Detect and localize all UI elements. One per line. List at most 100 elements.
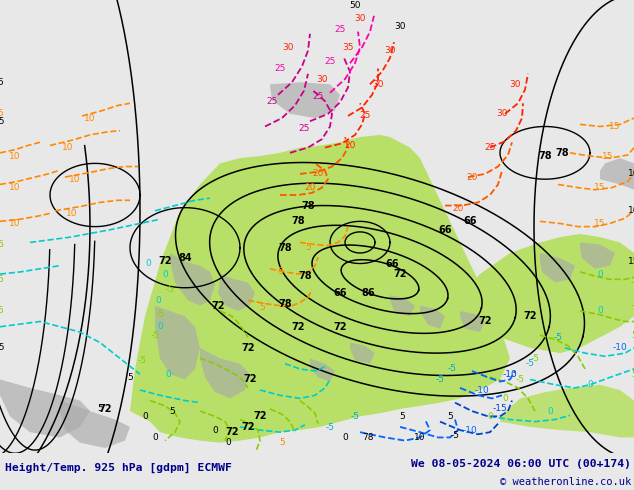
Polygon shape <box>60 400 130 448</box>
Text: 10: 10 <box>10 151 21 161</box>
Text: 25: 25 <box>334 25 346 34</box>
Polygon shape <box>218 274 255 311</box>
Text: 5: 5 <box>279 438 285 447</box>
Text: 0: 0 <box>162 270 168 278</box>
Text: 0: 0 <box>547 407 553 416</box>
Text: 78: 78 <box>278 243 292 253</box>
Text: 15: 15 <box>602 151 614 161</box>
Text: 5: 5 <box>277 268 283 276</box>
Polygon shape <box>310 358 335 382</box>
Polygon shape <box>600 158 634 190</box>
Text: 0: 0 <box>165 369 171 379</box>
Text: -5: -5 <box>351 412 359 421</box>
Text: -5: -5 <box>553 333 562 342</box>
Text: 20: 20 <box>304 183 316 192</box>
Polygon shape <box>420 306 445 329</box>
Text: 0: 0 <box>597 270 603 278</box>
Text: 66: 66 <box>463 217 477 226</box>
Text: 10: 10 <box>628 206 634 215</box>
Text: 30: 30 <box>496 109 508 119</box>
Text: 78: 78 <box>298 271 312 281</box>
Polygon shape <box>130 135 510 442</box>
Text: 5: 5 <box>259 303 265 312</box>
Text: 5: 5 <box>631 369 634 379</box>
Text: 10: 10 <box>66 210 78 219</box>
Text: -10: -10 <box>612 343 628 352</box>
Text: 10: 10 <box>62 143 74 152</box>
Text: 72: 72 <box>523 311 537 321</box>
Text: 5: 5 <box>0 306 3 316</box>
Text: 72: 72 <box>158 256 172 267</box>
Text: 78: 78 <box>555 148 569 158</box>
Text: 25: 25 <box>484 143 496 152</box>
Text: -10: -10 <box>463 425 477 435</box>
Text: 10: 10 <box>69 175 81 184</box>
Text: 15: 15 <box>628 257 634 266</box>
Polygon shape <box>350 343 375 364</box>
Text: 10: 10 <box>10 183 21 192</box>
Polygon shape <box>440 234 634 353</box>
Text: 72: 72 <box>98 404 112 414</box>
Text: 78: 78 <box>291 217 305 226</box>
Text: 25: 25 <box>266 97 278 106</box>
Text: 5: 5 <box>97 404 103 414</box>
Text: 78: 78 <box>278 298 292 309</box>
Text: 0: 0 <box>597 306 603 316</box>
Polygon shape <box>390 295 415 316</box>
Text: 25: 25 <box>275 64 286 73</box>
Polygon shape <box>170 253 215 306</box>
Text: 25: 25 <box>313 93 324 101</box>
Text: 5: 5 <box>0 275 3 284</box>
Polygon shape <box>0 379 90 438</box>
Text: -5: -5 <box>630 301 634 310</box>
Text: 78: 78 <box>362 433 374 442</box>
Text: -5: -5 <box>515 375 524 384</box>
Text: 0: 0 <box>225 438 231 447</box>
Text: 72: 72 <box>393 269 407 279</box>
Text: 0: 0 <box>487 412 493 421</box>
Text: -5: -5 <box>630 278 634 287</box>
Text: We 08-05-2024 06:00 UTC (00+174): We 08-05-2024 06:00 UTC (00+174) <box>411 459 631 468</box>
Text: 0: 0 <box>142 412 148 421</box>
Text: -5: -5 <box>526 359 534 368</box>
Text: 30: 30 <box>372 80 384 89</box>
Text: 5: 5 <box>447 412 453 421</box>
Text: 15: 15 <box>609 122 621 131</box>
Text: 10: 10 <box>628 170 634 178</box>
Polygon shape <box>200 348 250 398</box>
Text: 0: 0 <box>587 380 593 389</box>
Text: -5: -5 <box>451 431 460 440</box>
Text: 72: 72 <box>242 422 255 432</box>
Text: 72: 72 <box>333 322 347 332</box>
Text: 0: 0 <box>152 433 158 442</box>
Text: -5: -5 <box>436 375 444 384</box>
Text: 30: 30 <box>509 80 521 89</box>
Polygon shape <box>500 385 634 438</box>
Text: -5: -5 <box>150 331 160 340</box>
Text: 35: 35 <box>342 43 354 52</box>
Text: © weatheronline.co.uk: © weatheronline.co.uk <box>500 477 631 487</box>
Text: 0: 0 <box>342 433 348 442</box>
Text: 10: 10 <box>84 114 96 122</box>
Text: -10: -10 <box>503 369 517 379</box>
Text: 15: 15 <box>0 117 6 126</box>
Text: 66: 66 <box>385 259 399 269</box>
Text: 25: 25 <box>299 124 309 133</box>
Text: 15: 15 <box>594 183 605 192</box>
Text: 78: 78 <box>538 151 552 161</box>
Text: -5: -5 <box>155 310 164 318</box>
Text: 30: 30 <box>384 46 396 55</box>
Text: 50: 50 <box>349 1 361 10</box>
Text: 30: 30 <box>316 74 328 84</box>
Text: -15: -15 <box>493 404 507 414</box>
Text: 72: 72 <box>478 317 492 326</box>
Text: 20: 20 <box>467 172 477 182</box>
Polygon shape <box>270 82 340 118</box>
Text: 5: 5 <box>399 412 405 421</box>
Text: 25: 25 <box>325 57 335 66</box>
Text: 66: 66 <box>333 288 347 298</box>
Text: 72: 72 <box>242 343 255 353</box>
Polygon shape <box>580 243 615 269</box>
Text: -5: -5 <box>531 354 540 363</box>
Text: 25: 25 <box>359 111 371 121</box>
